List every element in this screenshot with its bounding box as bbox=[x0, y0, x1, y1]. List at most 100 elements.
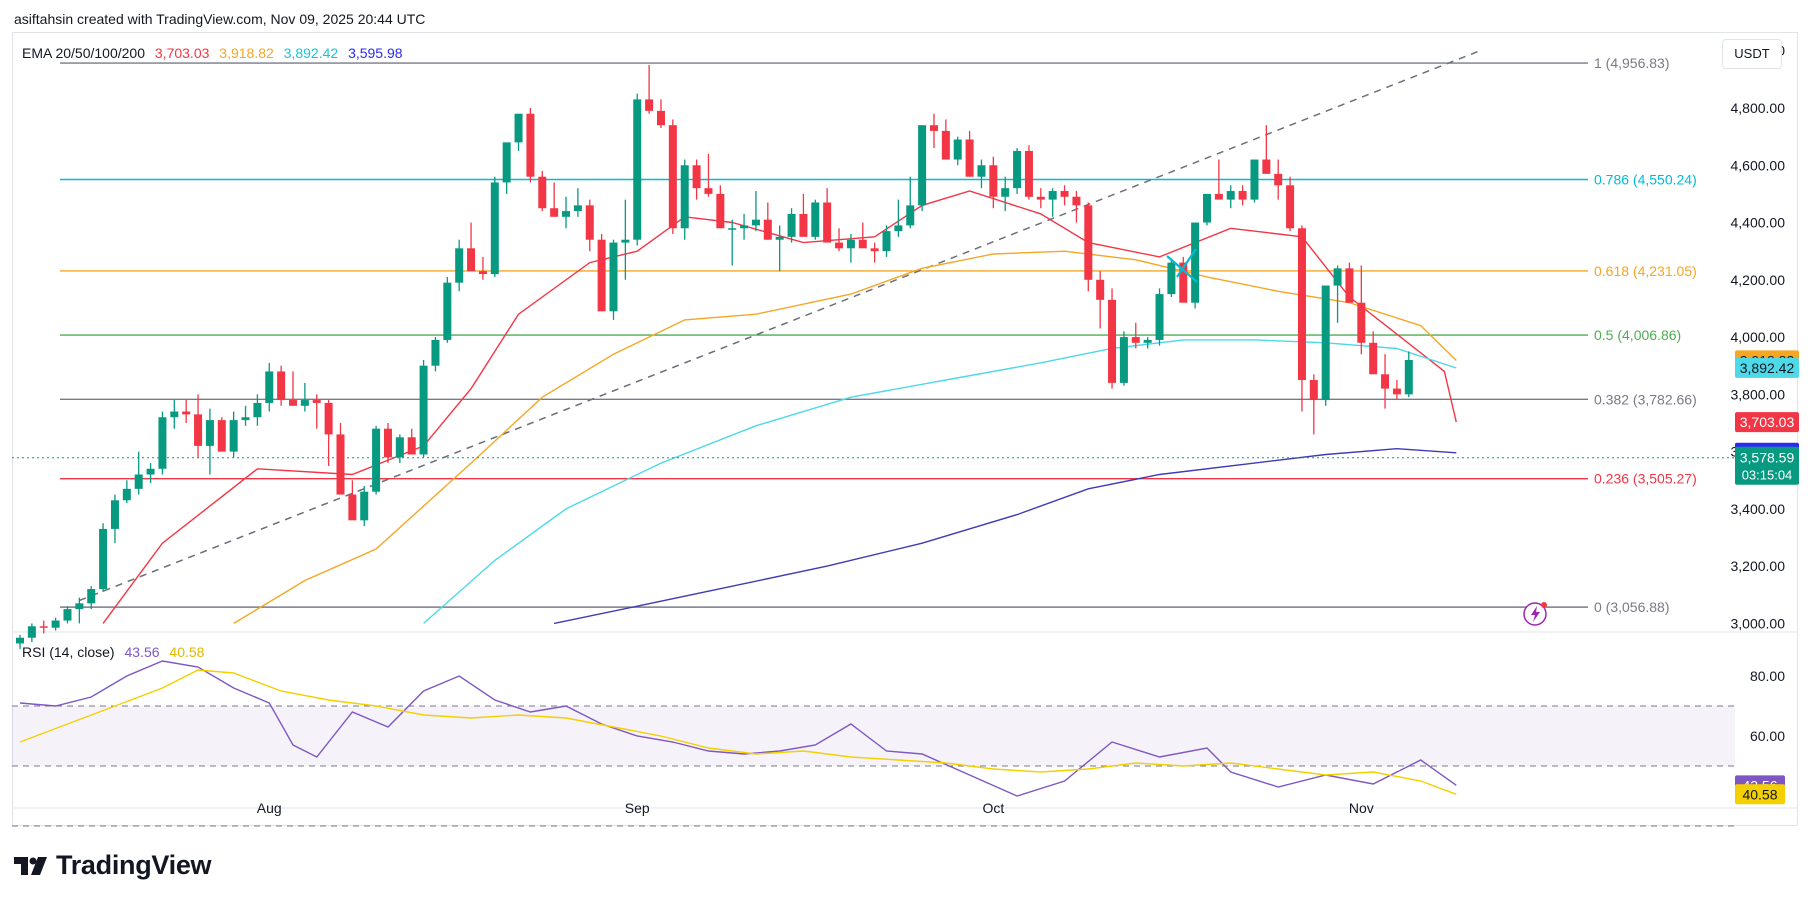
candle bbox=[1309, 374, 1318, 435]
candle bbox=[324, 400, 333, 466]
candle bbox=[1392, 380, 1401, 401]
candle bbox=[289, 371, 298, 406]
candle-body bbox=[680, 165, 689, 229]
fib-label-1: 1 (4,956.83) bbox=[1594, 55, 1670, 71]
candle-body bbox=[704, 188, 713, 194]
candle bbox=[1096, 271, 1105, 329]
candle bbox=[977, 159, 986, 189]
candle-body bbox=[16, 637, 24, 644]
candle bbox=[811, 199, 820, 240]
badges-layer: 3,918.823,892.423,703.033,595.983,578.59… bbox=[1166, 248, 1799, 805]
candle bbox=[656, 99, 665, 129]
time-tick-oct: Oct bbox=[982, 800, 1004, 816]
last-price-badge-bg bbox=[1735, 446, 1799, 485]
candle bbox=[253, 394, 262, 426]
price-tick-label: 4,200.00 bbox=[1731, 272, 1786, 288]
candle bbox=[906, 176, 915, 229]
candle-body bbox=[110, 500, 119, 529]
candle bbox=[1001, 176, 1010, 212]
candle bbox=[1297, 225, 1306, 412]
candle-body bbox=[229, 420, 238, 452]
candle-body bbox=[1274, 173, 1283, 186]
candle bbox=[312, 394, 321, 429]
candle-body bbox=[763, 219, 772, 240]
candle-body bbox=[1357, 302, 1366, 343]
price-tick-label: 3,200.00 bbox=[1731, 558, 1786, 574]
candle-body bbox=[1214, 193, 1223, 200]
candle bbox=[846, 233, 855, 263]
candle bbox=[229, 411, 238, 458]
candle-body bbox=[538, 176, 547, 209]
candle bbox=[573, 188, 582, 217]
candle-body bbox=[775, 236, 784, 240]
candle-body bbox=[835, 242, 844, 249]
candle bbox=[431, 337, 440, 372]
candle-body bbox=[1001, 188, 1010, 197]
candle-body bbox=[585, 205, 594, 240]
candle bbox=[894, 199, 903, 237]
candle-body bbox=[1321, 285, 1330, 401]
candle-body bbox=[455, 248, 464, 283]
candle-body bbox=[419, 365, 428, 455]
fib-label-0-618: 0.618 (4,231.05) bbox=[1594, 263, 1697, 279]
rsi-legend[interactable]: RSI (14, close) 43.56 40.58 bbox=[22, 644, 210, 660]
candle-body bbox=[1024, 150, 1033, 197]
candle bbox=[99, 523, 108, 592]
candle bbox=[1167, 259, 1176, 297]
candle bbox=[787, 208, 796, 243]
candle bbox=[1274, 159, 1283, 200]
candle-body bbox=[170, 411, 179, 418]
candle bbox=[372, 425, 381, 495]
candle bbox=[1048, 188, 1057, 217]
candle bbox=[751, 191, 760, 232]
lightning-icon-dot bbox=[1541, 602, 1547, 608]
candle-body bbox=[668, 125, 677, 229]
candle bbox=[882, 225, 891, 257]
candle-body bbox=[324, 402, 333, 435]
lightning-icon bbox=[1523, 602, 1547, 626]
candle-body bbox=[383, 428, 392, 458]
time-tick-nov: Nov bbox=[1349, 800, 1374, 816]
candle-body bbox=[51, 620, 60, 628]
candle bbox=[680, 159, 689, 240]
fibonacci-layer: 1 (4,956.83) 0.786 (4,550.24) 0.618 (4,231… bbox=[60, 55, 1697, 615]
candle-body bbox=[27, 626, 36, 638]
candle bbox=[704, 153, 713, 197]
candle bbox=[621, 199, 630, 280]
candle bbox=[585, 199, 594, 252]
rsi-tick-label: 80.00 bbox=[1750, 668, 1785, 684]
candle-body bbox=[336, 434, 345, 495]
candle bbox=[182, 400, 191, 423]
candle bbox=[419, 359, 428, 458]
rsi-ma-value: 40.58 bbox=[169, 644, 205, 660]
candle-body bbox=[490, 182, 499, 275]
candle-body bbox=[1250, 159, 1259, 200]
candle-body bbox=[929, 125, 938, 131]
candle bbox=[1214, 159, 1223, 200]
price-badge-bg bbox=[1735, 357, 1799, 378]
candle-body bbox=[39, 626, 48, 628]
candle bbox=[502, 142, 511, 194]
time-axis-layer: Aug Sep Oct Nov bbox=[12, 800, 1798, 816]
candle-body bbox=[1286, 185, 1295, 229]
candle-body bbox=[253, 402, 262, 418]
candle bbox=[122, 480, 131, 504]
rsi-badge-label: 40.58 bbox=[1742, 786, 1777, 802]
candle-body bbox=[407, 437, 416, 455]
candle bbox=[170, 400, 179, 429]
candle-body bbox=[1084, 205, 1093, 280]
candle bbox=[1036, 188, 1045, 209]
chart-credit-header: asiftahsin created with TradingView.com,… bbox=[14, 11, 426, 27]
currency-selector-button[interactable]: USDT bbox=[1722, 39, 1782, 69]
ema-legend[interactable]: EMA 20/50/100/200 3,703.03 3,918.82 3,89… bbox=[22, 45, 409, 61]
candle-body bbox=[573, 205, 582, 212]
price-tick-label: 4,000.00 bbox=[1731, 329, 1786, 345]
candle bbox=[490, 176, 499, 277]
candle-body bbox=[265, 371, 274, 403]
rsi-layer bbox=[12, 660, 1735, 827]
tradingview-logo[interactable]: TradingView bbox=[14, 850, 212, 881]
candle-body bbox=[277, 371, 286, 401]
candle-body bbox=[977, 165, 986, 177]
candle-body bbox=[395, 437, 404, 458]
